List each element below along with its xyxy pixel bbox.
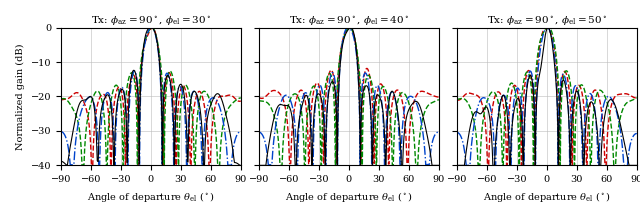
X-axis label: Angle of departure $\theta_{\mathrm{el}}$ ($^\circ$): Angle of departure $\theta_{\mathrm{el}}… <box>285 190 412 204</box>
X-axis label: Angle of departure $\theta_{\mathrm{el}}$ ($^\circ$): Angle of departure $\theta_{\mathrm{el}}… <box>87 190 214 204</box>
X-axis label: Angle of departure $\theta_{\mathrm{el}}$ ($^\circ$): Angle of departure $\theta_{\mathrm{el}}… <box>483 190 611 204</box>
Y-axis label: Normalized gain (dB): Normalized gain (dB) <box>16 43 25 150</box>
Title: Tx: $\phi_{\mathrm{az}} = 90^\circ$, $\phi_{\mathrm{el}} = 50^\circ$: Tx: $\phi_{\mathrm{az}} = 90^\circ$, $\p… <box>487 14 607 27</box>
Title: Tx: $\phi_{\mathrm{az}} = 90^\circ$, $\phi_{\mathrm{el}} = 30^\circ$: Tx: $\phi_{\mathrm{az}} = 90^\circ$, $\p… <box>91 14 211 27</box>
Title: Tx: $\phi_{\mathrm{az}} = 90^\circ$, $\phi_{\mathrm{el}} = 40^\circ$: Tx: $\phi_{\mathrm{az}} = 90^\circ$, $\p… <box>289 14 409 27</box>
